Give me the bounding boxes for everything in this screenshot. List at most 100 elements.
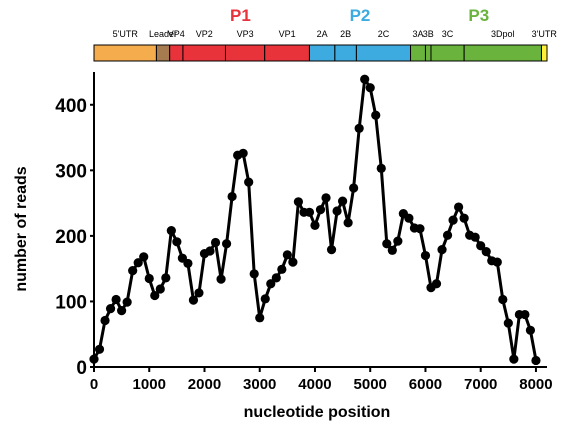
- genome-region-label: VP1: [279, 29, 296, 39]
- data-point: [188, 295, 199, 305]
- data-point: [459, 213, 469, 223]
- data-point: [105, 304, 116, 314]
- data-point: [503, 318, 513, 328]
- genome-region: [224, 44, 266, 62]
- genome-region-label: 3'UTR: [532, 29, 558, 39]
- genome-region-label: 5'UTR: [113, 29, 139, 39]
- x-tick-label: 3000: [243, 376, 276, 393]
- x-tick-label: 2000: [188, 376, 221, 393]
- data-point: [111, 294, 121, 305]
- data-point: [360, 74, 370, 84]
- genome-region: [155, 44, 171, 62]
- plot-area: [89, 74, 541, 366]
- x-tick-label: 4000: [298, 376, 331, 393]
- data-point: [448, 215, 458, 225]
- data-point: [139, 252, 149, 262]
- data-point: [332, 206, 342, 216]
- y-tick-label: 100: [55, 292, 87, 313]
- data-point: [310, 220, 320, 230]
- data-point: [183, 258, 193, 269]
- protein-group-label: P3: [468, 6, 489, 25]
- data-point: [382, 239, 392, 249]
- data-point: [525, 325, 536, 335]
- genome-region: [264, 44, 310, 62]
- x-tick-label: 7000: [464, 376, 497, 393]
- data-point: [420, 250, 431, 261]
- data-point: [431, 279, 442, 289]
- data-point: [244, 177, 254, 187]
- data-point: [476, 241, 486, 251]
- data-point: [343, 218, 353, 228]
- data-point: [393, 236, 403, 246]
- protein-group-label: P2: [350, 6, 371, 25]
- genome-region-label: VP2: [196, 29, 213, 39]
- data-point: [94, 344, 105, 354]
- data-point: [216, 274, 226, 284]
- data-point: [155, 284, 165, 294]
- genome-region-label: 3C: [442, 29, 454, 39]
- data-point: [387, 245, 397, 255]
- data-point: [221, 239, 232, 249]
- data-point: [349, 183, 359, 193]
- data-point: [371, 110, 381, 120]
- genome-region: [169, 44, 184, 62]
- data-point: [249, 269, 259, 279]
- data-point: [293, 197, 304, 207]
- data-point: [376, 163, 386, 173]
- data-point: [304, 207, 315, 217]
- genome-region: [334, 44, 357, 62]
- data-point: [172, 237, 182, 247]
- genome-region-label: VP4: [168, 29, 185, 39]
- genome-region: [355, 44, 412, 62]
- genome-region: [410, 44, 426, 62]
- data-point: [365, 83, 375, 93]
- y-tick-label: 0: [76, 358, 87, 379]
- data-point: [227, 191, 237, 202]
- data-point: [205, 246, 215, 256]
- data-point: [498, 294, 508, 305]
- data-point: [354, 123, 364, 133]
- data-point: [144, 273, 154, 284]
- data-point: [166, 226, 176, 236]
- data-point: [122, 297, 132, 307]
- x-axis-title: nucleotide position: [244, 404, 391, 421]
- data-point: [210, 237, 221, 248]
- data-point: [100, 315, 110, 326]
- genome-region-label: 3A: [412, 29, 423, 39]
- data-point: [89, 354, 99, 364]
- genome-region-label: 3B: [423, 29, 434, 39]
- genome-region: [540, 44, 548, 62]
- data-point: [321, 193, 331, 203]
- data-point: [128, 266, 138, 276]
- x-tick-label: 0: [90, 376, 98, 393]
- data-point: [282, 250, 292, 260]
- genome-region-label: 2B: [340, 29, 351, 39]
- genome-region-label: 2C: [378, 29, 390, 39]
- genome-region-label: VP3: [237, 29, 254, 39]
- data-point: [531, 355, 541, 366]
- data-point: [520, 309, 530, 320]
- y-tick-label: 200: [55, 227, 87, 248]
- genome-region-label: 3Dpol: [491, 29, 515, 39]
- y-tick-label: 400: [55, 96, 87, 117]
- y-tick-label: 300: [55, 161, 87, 182]
- data-point: [481, 247, 491, 257]
- data-point: [442, 230, 453, 240]
- data-point: [288, 257, 298, 267]
- data-point: [315, 205, 326, 215]
- data-point: [492, 257, 502, 267]
- genome-region-label: Leader: [149, 29, 177, 39]
- data-point: [454, 202, 464, 212]
- data-point: [161, 273, 171, 283]
- data-point: [117, 306, 127, 316]
- genome-region: [308, 44, 336, 62]
- y-axis-title: number of reads: [13, 166, 30, 291]
- data-point: [133, 258, 143, 268]
- data-point: [404, 213, 414, 223]
- data-point: [337, 196, 348, 206]
- x-tick-label: 1000: [133, 376, 166, 393]
- reads-series-line: [92, 77, 538, 361]
- genome-region: [93, 44, 157, 62]
